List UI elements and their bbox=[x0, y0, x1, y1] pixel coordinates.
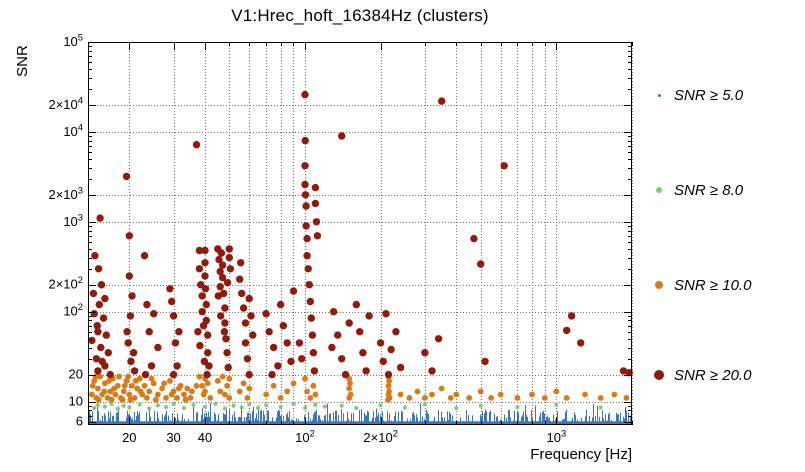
svg-text:103: 103 bbox=[63, 211, 83, 229]
legend-label: SNR ≥ 5.0 bbox=[674, 86, 744, 104]
legend-entry-snr-8: SNR ≥ 8.0 bbox=[653, 181, 743, 199]
svg-text:102: 102 bbox=[63, 301, 83, 319]
svg-text:2×103: 2×103 bbox=[48, 184, 83, 202]
svg-text:2×102: 2×102 bbox=[363, 428, 398, 446]
svg-text:103: 103 bbox=[546, 428, 566, 446]
series-snr10 bbox=[89, 373, 630, 403]
svg-text:102: 102 bbox=[295, 428, 315, 446]
legend-entry-snr-5: SNR ≥ 5.0 bbox=[653, 86, 743, 104]
legend-marker-snr-8-icon bbox=[656, 187, 662, 193]
legend-marker-snr-20-icon bbox=[654, 370, 664, 380]
svg-text:10: 10 bbox=[69, 394, 83, 409]
legend-label: SNR ≥ 10.0 bbox=[674, 276, 752, 294]
legend-entry-snr-20: SNR ≥ 20.0 bbox=[653, 366, 751, 384]
legend-label: SNR ≥ 8.0 bbox=[674, 181, 744, 199]
series-snr5 bbox=[88, 401, 632, 425]
axis-ticks bbox=[88, 42, 633, 425]
axis-tick-labels: 20 30 40 102 2×102 103 105 2×104 104 2×103 103 2×10… bbox=[48, 32, 566, 446]
svg-text:20: 20 bbox=[69, 367, 83, 382]
legend-marker-snr-5-icon bbox=[657, 93, 661, 97]
svg-text:105: 105 bbox=[63, 32, 83, 50]
x-axis-title: Frequency [Hz] bbox=[530, 446, 632, 463]
grid-lines bbox=[88, 42, 633, 425]
svg-text:2×104: 2×104 bbox=[48, 94, 83, 112]
legend-entry-snr-10: SNR ≥ 10.0 bbox=[653, 276, 751, 294]
plot-frame bbox=[88, 42, 632, 425]
series-snr8 bbox=[92, 401, 603, 411]
legend-label: SNR ≥ 20.0 bbox=[674, 366, 752, 384]
svg-text:6: 6 bbox=[76, 414, 83, 429]
svg-text:20: 20 bbox=[122, 430, 136, 445]
legend-marker-snr-10-icon bbox=[655, 281, 663, 289]
svg-text:40: 40 bbox=[198, 430, 212, 445]
svg-text:2×102: 2×102 bbox=[48, 274, 83, 292]
chart-title: V1:Hrec_hoft_16384Hz (clusters) bbox=[231, 6, 489, 25]
legend: SNR ≥ 5.0 SNR ≥ 8.0 SNR ≥ 10.0 SNR ≥ 20.… bbox=[653, 0, 805, 472]
svg-text:30: 30 bbox=[166, 430, 180, 445]
svg-text:104: 104 bbox=[63, 121, 83, 139]
series-snr20 bbox=[88, 90, 633, 379]
